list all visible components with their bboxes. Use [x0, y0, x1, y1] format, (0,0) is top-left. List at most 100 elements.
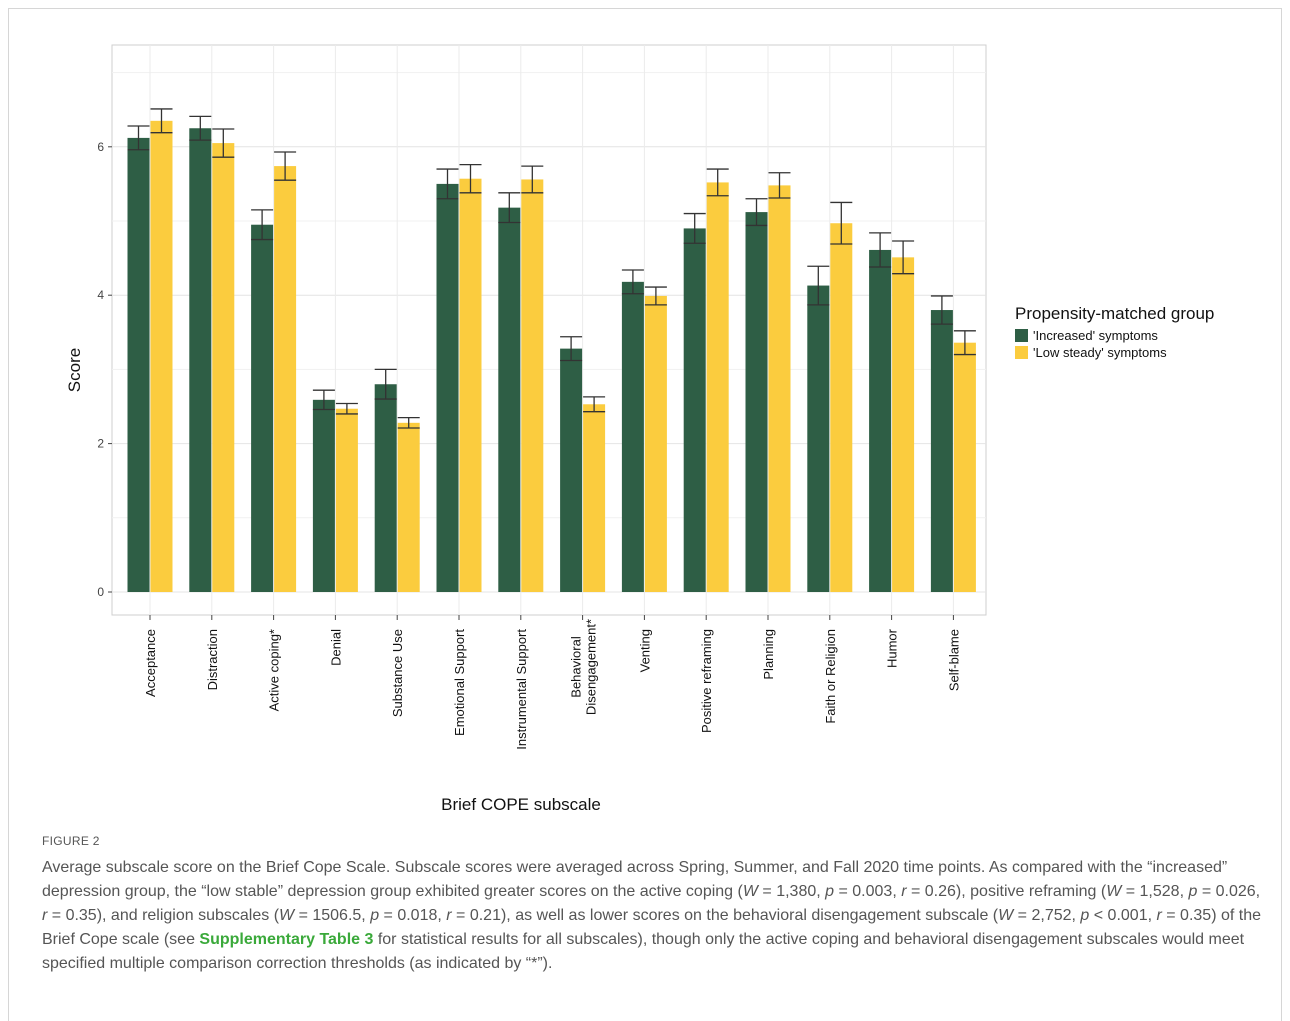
- caption-segment: = 1,380,: [757, 883, 826, 900]
- error-bar: [374, 368, 397, 400]
- figure-caption: FIGURE 2 Average subscale score on the B…: [42, 834, 1267, 976]
- stat-symbol: W: [998, 907, 1014, 924]
- bar-low-steady: [768, 185, 791, 592]
- error-bar: [459, 163, 482, 194]
- bar-low-steady: [830, 223, 853, 592]
- bar-increased: [560, 348, 583, 592]
- error-bar: [683, 212, 706, 244]
- x-tick-label: Instrumental Support: [514, 629, 529, 750]
- bar-low-steady: [706, 182, 729, 592]
- stat-symbol: p: [825, 883, 835, 900]
- error-bar: [706, 168, 729, 197]
- x-tick-label: Active coping*: [267, 629, 282, 711]
- bar-low-steady: [212, 143, 235, 592]
- bar-low-steady: [150, 120, 173, 592]
- y-tick-label: 2: [97, 437, 104, 451]
- caption-segment: = 1,528,: [1121, 883, 1189, 900]
- caption-segment: = 0.26), positive reframing (: [906, 883, 1107, 900]
- error-bar: [397, 416, 420, 429]
- error-bar: [644, 286, 667, 306]
- x-tick-label: Positive reframing: [699, 629, 714, 733]
- bar-low-steady: [892, 257, 915, 592]
- error-bar: [745, 198, 768, 227]
- bar-increased: [930, 310, 953, 592]
- legend-swatch-increased: [1015, 329, 1028, 342]
- supplementary-table-link[interactable]: Supplementary Table 3: [199, 931, 374, 948]
- x-axis-label: Brief COPE subscale: [441, 795, 601, 814]
- bar-increased: [374, 384, 397, 592]
- caption-segment: = 0.003,: [834, 883, 902, 900]
- error-bar: [127, 125, 150, 151]
- figure-frame: [8, 8, 1282, 1021]
- bar-increased: [683, 228, 706, 593]
- caption-segment: Average subscale score on the Brief Cope…: [42, 859, 1228, 900]
- error-bar: [953, 330, 976, 356]
- error-bar: [212, 128, 235, 158]
- x-tick-label-line: Emotional Support: [452, 629, 467, 736]
- error-bar: [869, 232, 892, 268]
- bar-low-steady: [644, 295, 667, 592]
- error-bar: [251, 209, 274, 241]
- legend-label-increased: 'Increased' symptoms: [1033, 328, 1158, 343]
- x-tick-label-line: Substance Use: [390, 629, 405, 717]
- legend-title: Propensity-matched group: [1015, 304, 1214, 323]
- caption-segment: = 0.35) of the Brief Cope scale (see: [42, 907, 1261, 948]
- legend: Propensity-matched group 'Increased' sym…: [1015, 304, 1214, 360]
- error-bar: [768, 172, 791, 199]
- x-tick-label-line: Behavioral: [569, 636, 584, 698]
- x-tick-label: Planning: [761, 629, 776, 680]
- x-tick-label: Distraction: [205, 629, 220, 690]
- x-tick-label-line: Distraction: [205, 629, 220, 690]
- stat-symbol: W: [279, 907, 295, 924]
- x-tick-label-line: Self-blame: [946, 629, 961, 691]
- x-axis: Acceptance Distraction Active coping* Denia…: [143, 615, 961, 750]
- caption-segment: < 0.001,: [1089, 907, 1157, 924]
- stat-symbol: r: [901, 883, 907, 900]
- caption-text: Average subscale score on the Brief Cope…: [42, 856, 1267, 976]
- error-bars: [127, 108, 976, 429]
- x-tick-label-line: Acceptance: [143, 629, 158, 697]
- error-bar: [621, 269, 644, 295]
- x-tick-label: Venting: [637, 629, 652, 672]
- stat-symbol: r: [446, 907, 452, 924]
- x-tick-label-line: Humor: [885, 628, 900, 668]
- bar-increased: [745, 212, 768, 592]
- error-bar: [892, 240, 915, 275]
- error-bar: [930, 295, 953, 325]
- figure-label: FIGURE 2: [42, 834, 100, 848]
- y-tick-label: 6: [97, 140, 104, 154]
- bar-chart: 0 2 4 6 Acceptance Distraction Active coping*…: [65, 44, 1214, 814]
- error-bar: [150, 108, 173, 134]
- x-tick-label: Acceptance: [143, 629, 158, 697]
- bar-increased: [621, 281, 644, 592]
- bar-increased: [251, 224, 274, 592]
- x-tick-label: Denial: [328, 629, 343, 666]
- bar-increased: [436, 183, 459, 592]
- x-tick-label: Emotional Support: [452, 629, 467, 736]
- x-tick-label-line: Active coping*: [267, 629, 282, 711]
- error-bar: [807, 265, 830, 306]
- x-tick-label-line: Venting: [637, 629, 652, 672]
- bar-low-steady: [274, 166, 297, 593]
- caption-segment: = 0.21), as well as lower scores on the …: [451, 907, 999, 924]
- x-tick-label: Substance Use: [390, 629, 405, 717]
- y-axis: 0 2 4 6: [97, 140, 112, 599]
- error-bar: [312, 389, 335, 411]
- error-bar: [521, 165, 544, 194]
- stat-symbol: W: [1106, 883, 1122, 900]
- x-tick-label: Faith or Religion: [823, 629, 838, 724]
- y-axis-label: Score: [65, 348, 84, 392]
- error-bar: [189, 115, 212, 141]
- stat-symbol: W: [742, 883, 758, 900]
- bar-low-steady: [335, 408, 358, 592]
- x-tick-label: Self-blame: [946, 629, 961, 691]
- error-bar: [560, 336, 583, 362]
- error-bar: [436, 168, 459, 200]
- plot-panel: [111, 44, 987, 616]
- caption-segment: = 1506.5,: [294, 907, 371, 924]
- error-bar: [335, 402, 358, 415]
- x-tick-label: Humor: [885, 628, 900, 668]
- stat-symbol: r: [1156, 907, 1162, 924]
- x-tick-label-line: Faith or Religion: [823, 629, 838, 724]
- x-tick-label-line: Denial: [328, 629, 343, 666]
